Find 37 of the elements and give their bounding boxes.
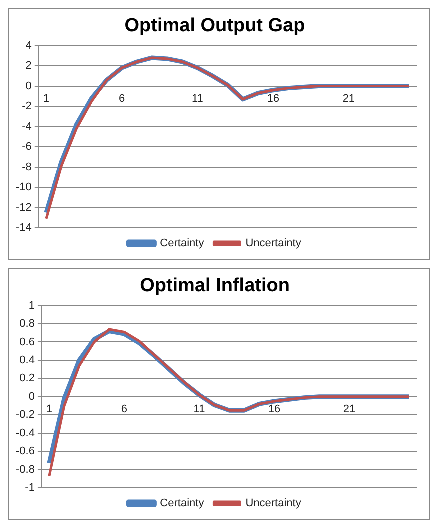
y-tick-label: -0.6 — [16, 446, 35, 458]
legend-label: Uncertainty — [246, 238, 302, 250]
y-tick-label: 0 — [26, 80, 32, 92]
x-tick-label: 21 — [342, 92, 356, 105]
x-tick-label: 11 — [192, 92, 204, 105]
x-tick-label: 21 — [343, 404, 356, 416]
y-tick-label: 0.4 — [20, 354, 35, 366]
x-tick-label: 1 — [43, 92, 50, 105]
y-tick-label: 2 — [26, 60, 32, 72]
y-tick-label: -0.4 — [16, 427, 35, 440]
y-tick-label: -0.2 — [16, 409, 35, 422]
x-tick-label: 6 — [121, 404, 128, 416]
x-tick-label: 1 — [46, 404, 53, 416]
legend-label: Certainty — [160, 238, 205, 250]
x-tick-label: 6 — [119, 92, 126, 105]
x-tick-label: 11 — [194, 404, 206, 416]
y-tick-label: 0.8 — [20, 318, 35, 330]
chart-title: Optimal Inflation — [140, 276, 290, 297]
y-tick-label: -8 — [22, 161, 32, 174]
y-tick-label: -2 — [22, 100, 32, 113]
y-tick-label: 0.2 — [20, 372, 35, 385]
y-tick-label: -6 — [22, 141, 32, 154]
y-tick-label: -1 — [25, 482, 35, 494]
chart-title: Optimal Output Gap — [124, 16, 306, 37]
y-tick-label: -4 — [22, 120, 32, 133]
y-tick-label: 0.6 — [20, 336, 35, 348]
x-tick-label: 16 — [267, 92, 280, 105]
y-tick-label: 4 — [26, 40, 32, 52]
y-tick-label: -12 — [16, 202, 32, 214]
y-tick-label: 1 — [28, 300, 35, 312]
y-tick-label: 0 — [28, 390, 35, 403]
x-tick-label: 16 — [268, 404, 281, 416]
y-tick-label: -14 — [16, 222, 32, 234]
y-tick-label: -0.8 — [16, 464, 35, 476]
y-tick-label: -10 — [16, 182, 32, 194]
legend-label: Uncertainty — [246, 498, 302, 510]
legend-label: Certainty — [160, 498, 205, 510]
